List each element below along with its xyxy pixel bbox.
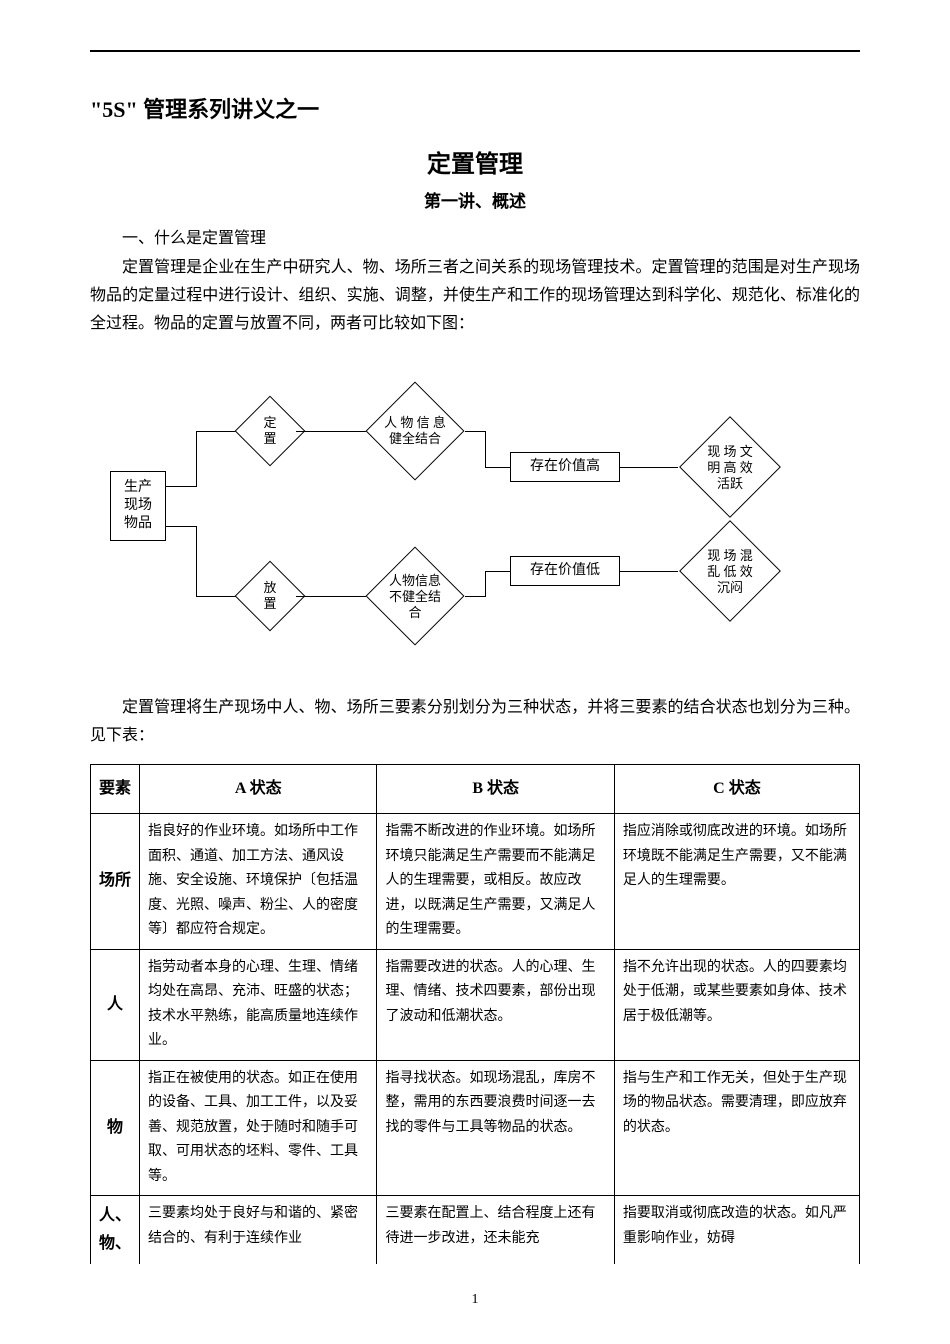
flow-edge — [296, 596, 366, 597]
top-rule — [90, 50, 860, 52]
document-page: "5S" 管理系列讲义之一 定置管理 第一讲、概述 一、什么是定置管理 定置管理… — [0, 0, 950, 1338]
flow-node-value-high: 存在价值高 — [510, 452, 620, 482]
flow-node-result-bad — [679, 520, 781, 622]
table-row: 人 指劳动者本身的心理、生理、情绪均处在高昂、充沛、旺盛的状态；技术水平熟练，能… — [91, 949, 860, 1060]
table-cell: 指寻找状态。如现场混乱，库房不整，需用的东西要浪费时间逐一去找的零件与工具等物品… — [377, 1060, 614, 1196]
states-table: 要素 A 状态 B 状态 C 状态 场所 指良好的作业环境。如场所中工作面积、通… — [90, 764, 860, 1264]
flow-node-fangzhi — [235, 561, 306, 632]
flow-edge — [196, 526, 197, 596]
flow-edge — [485, 431, 486, 467]
section-1-heading: 一、什么是定置管理 — [90, 224, 860, 248]
flow-edge — [465, 596, 485, 597]
table-col-state-c: C 状态 — [614, 765, 859, 814]
table-cell: 指正在被使用的状态。如正在使用的设备、工具、加工工件，以及妥善、规范放置，处于随… — [140, 1060, 377, 1196]
table-cell: 指与生产和工作无关，但处于生产现场的物品状态。需要清理，即应放弃的状态。 — [614, 1060, 859, 1196]
series-title: "5S" 管理系列讲义之一 — [90, 92, 860, 124]
flow-edge — [196, 431, 197, 487]
flow-node-value-low: 存在价值低 — [510, 556, 620, 586]
table-cell: 指要取消或彻底改造的状态。如凡严重影响作业，妨碍 — [614, 1196, 859, 1265]
body-paragraph-1: 定置管理是企业在生产中研究人、物、场所三者之间关系的现场管理技术。定置管理的范围… — [90, 254, 860, 338]
table-row-head-person: 人 — [91, 949, 140, 1060]
flow-node-value-low-label: 存在价值低 — [530, 562, 600, 580]
flow-edge — [485, 467, 510, 468]
main-title: 定置管理 — [90, 144, 860, 179]
flow-edge — [485, 571, 486, 597]
table-row-head-combined: 人、物、 — [91, 1196, 140, 1265]
table-row: 场所 指良好的作业环境。如场所中工作面积、通道、加工方法、通风设施、安全设施、环… — [91, 814, 860, 950]
table-cell: 指需要改进的状态。人的心理、生理、情绪、技术四要素，部份出现了波动和低潮状态。 — [377, 949, 614, 1060]
table-cell: 指不允许出现的状态。人的四要素均处于低潮，或某些要素如身体、技术居于极低潮等。 — [614, 949, 859, 1060]
flow-node-value-high-label: 存在价值高 — [530, 458, 600, 476]
flow-node-dingzhi — [235, 396, 306, 467]
table-cell: 三要素均处于良好与和谐的、紧密结合的、有利于连续作业 — [140, 1196, 377, 1265]
table-row-head-place: 场所 — [91, 814, 140, 950]
table-header-row: 要素 A 状态 B 状态 C 状态 — [91, 765, 860, 814]
flow-edge — [166, 526, 196, 527]
body-paragraph-2: 定置管理将生产现场中人、物、场所三要素分别划分为三种状态，并将三要素的结合状态也… — [90, 694, 860, 750]
table-cell: 指应消除或彻底改进的环境。如场所环境既不能满足生产需要，又不能满足人的生理需要。 — [614, 814, 859, 950]
table-cell: 三要素在配置上、结合程度上还有待进一步改进，还未能充 — [377, 1196, 614, 1265]
table-col-state-b: B 状态 — [377, 765, 614, 814]
flow-edge — [620, 467, 678, 468]
flow-edge — [166, 486, 196, 487]
table-col-state-a: A 状态 — [140, 765, 377, 814]
table-cell: 指需不断改进的作业环境。如场所环境只能满足生产需要而不能满足人的生理需要，或相反… — [377, 814, 614, 950]
table-cell: 指良好的作业环境。如场所中工作面积、通道、加工方法、通风设施、安全设施、环境保护… — [140, 814, 377, 950]
table-cell: 指劳动者本身的心理、生理、情绪均处在高昂、充沛、旺盛的状态；技术水平熟练，能高质… — [140, 949, 377, 1060]
flow-edge — [485, 571, 510, 572]
flow-node-start: 生产现场物品 — [110, 471, 166, 541]
table-row: 物 指正在被使用的状态。如正在使用的设备、工具、加工工件，以及妥善、规范放置，处… — [91, 1060, 860, 1196]
flowchart-dingzhi-vs-fangzhi: 生产现场物品 定置 放置 人 物 信 息健全结合 人物信息不健全结合 — [90, 356, 860, 676]
flow-node-combine-bad — [366, 547, 465, 646]
flow-node-result-good — [679, 416, 781, 518]
table-col-element: 要素 — [91, 765, 140, 814]
table-row: 人、物、 三要素均处于良好与和谐的、紧密结合的、有利于连续作业 三要素在配置上、… — [91, 1196, 860, 1265]
flow-node-combine-good — [366, 382, 465, 481]
flow-node-start-label: 生产现场物品 — [124, 479, 152, 534]
table-row-head-thing: 物 — [91, 1060, 140, 1196]
flow-edge — [620, 571, 678, 572]
flow-edge — [465, 431, 485, 432]
subtitle: 第一讲、概述 — [90, 187, 860, 212]
flow-edge — [296, 431, 366, 432]
page-number: 1 — [90, 1292, 860, 1308]
